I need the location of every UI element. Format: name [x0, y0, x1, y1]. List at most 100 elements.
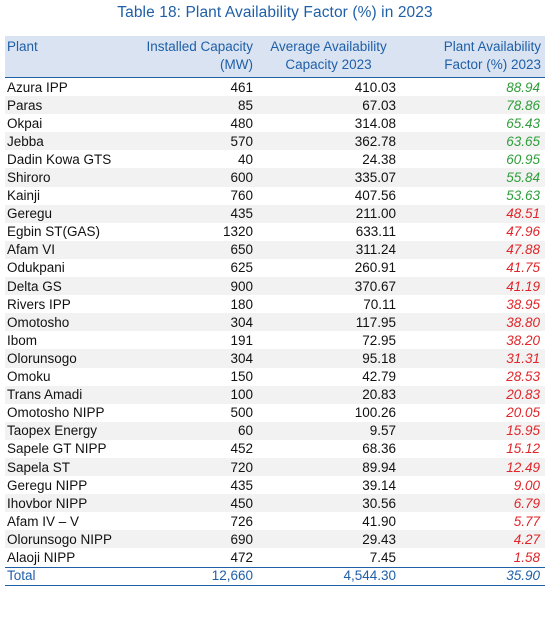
cell-average-availability: 7.45: [257, 548, 400, 568]
total-average-availability: 4,544.30: [257, 566, 400, 586]
cell-plant: Afam IV – V: [5, 512, 137, 531]
cell-installed-capacity: 60: [137, 421, 257, 440]
cell-installed-capacity: 150: [137, 367, 257, 386]
cell-installed-capacity: 480: [137, 114, 257, 133]
cell-availability-factor: 55.84: [400, 168, 545, 187]
cell-installed-capacity: 85: [137, 96, 257, 115]
cell-average-availability: 42.79: [257, 367, 400, 386]
table-row: Azura IPP 461 410.03 88.94: [5, 77, 545, 97]
cell-installed-capacity: 570: [137, 132, 257, 151]
cell-average-availability: 24.38: [257, 150, 400, 169]
header-row: Plant Installed Capacity (MW) Average Av…: [5, 36, 545, 78]
cell-plant: Dadin Kowa GTS: [5, 150, 137, 169]
table-row: Delta GS 900 370.67 41.19: [5, 277, 545, 296]
table-header: Plant Installed Capacity (MW) Average Av…: [5, 36, 545, 78]
cell-plant: Delta GS: [5, 277, 137, 296]
cell-average-availability: 29.43: [257, 530, 400, 549]
cell-availability-factor: 12.49: [400, 457, 545, 477]
cell-plant: Rivers IPP: [5, 295, 137, 314]
cell-availability-factor: 63.65: [400, 132, 545, 151]
cell-average-availability: 311.24: [257, 240, 400, 259]
cell-installed-capacity: 690: [137, 530, 257, 549]
cell-installed-capacity: 500: [137, 403, 257, 422]
cell-installed-capacity: 304: [137, 349, 257, 368]
table-row: Shiroro 600 335.07 55.84: [5, 168, 545, 187]
table-row: Afam VI 650 311.24 47.88: [5, 240, 545, 259]
table-row: Egbin ST(GAS) 1320 633.11 47.96: [5, 222, 545, 241]
cell-average-availability: 30.56: [257, 494, 400, 513]
header-plant: Plant: [5, 36, 137, 78]
table-row: Dadin Kowa GTS 40 24.38 60.95: [5, 150, 545, 169]
table-row: Omotosho 304 117.95 38.80: [5, 313, 545, 332]
cell-average-availability: 260.91: [257, 258, 400, 278]
table-row: Jebba 570 362.78 63.65: [5, 132, 545, 151]
total-row: Total 12,660 4,544.30 35.90: [5, 566, 545, 586]
cell-plant: Taopex Energy: [5, 421, 137, 440]
header-availability-factor: Plant Availability Factor (%) 2023: [400, 36, 545, 78]
availability-table-container: Plant Installed Capacity (MW) Average Av…: [5, 36, 545, 586]
cell-availability-factor: 41.75: [400, 258, 545, 278]
cell-installed-capacity: 650: [137, 240, 257, 259]
cell-installed-capacity: 180: [137, 295, 257, 314]
cell-plant: Alaoji NIPP: [5, 548, 137, 568]
table-footer: Total 12,660 4,544.30 35.90: [5, 566, 545, 586]
cell-plant: Paras: [5, 96, 137, 115]
table-row: Ibom 191 72.95 38.20: [5, 331, 545, 350]
cell-installed-capacity: 600: [137, 168, 257, 187]
table-row: Paras 85 67.03 78.86: [5, 96, 545, 115]
cell-plant: Shiroro: [5, 168, 137, 187]
table-row: Omotosho NIPP 500 100.26 20.05: [5, 403, 545, 422]
total-installed-capacity: 12,660: [137, 566, 257, 586]
cell-installed-capacity: 726: [137, 512, 257, 531]
table-row: Sapele GT NIPP 452 68.36 15.12: [5, 439, 545, 458]
cell-availability-factor: 60.95: [400, 150, 545, 169]
table-title: Table 18: Plant Availability Factor (%) …: [117, 4, 433, 21]
cell-plant: Omotosho NIPP: [5, 403, 137, 422]
table-row: Sapela ST 720 89.94 12.49: [5, 457, 545, 477]
cell-availability-factor: 28.53: [400, 367, 545, 386]
cell-average-availability: 20.83: [257, 385, 400, 404]
table-row: Okpai 480 314.08 65.43: [5, 114, 545, 133]
cell-average-availability: 39.14: [257, 476, 400, 495]
cell-plant: Sapele GT NIPP: [5, 439, 137, 458]
cell-availability-factor: 9.00: [400, 476, 545, 495]
cell-plant: Omotosho: [5, 313, 137, 332]
cell-plant: Azura IPP: [5, 77, 137, 97]
cell-plant: Sapela ST: [5, 457, 137, 477]
cell-plant: Afam VI: [5, 240, 137, 259]
cell-average-availability: 410.03: [257, 77, 400, 97]
cell-installed-capacity: 100: [137, 385, 257, 404]
table-row: Odukpani 625 260.91 41.75: [5, 258, 545, 278]
cell-plant: Geregu NIPP: [5, 476, 137, 495]
cell-plant: Olorunsogo: [5, 349, 137, 368]
cell-installed-capacity: 900: [137, 277, 257, 296]
cell-availability-factor: 20.05: [400, 403, 545, 422]
cell-availability-factor: 5.77: [400, 512, 545, 531]
cell-plant: Olorunsogo NIPP: [5, 530, 137, 549]
cell-plant: Ibom: [5, 331, 137, 350]
cell-average-availability: 633.11: [257, 222, 400, 241]
cell-average-availability: 9.57: [257, 421, 400, 440]
table-row: Ihovbor NIPP 450 30.56 6.79: [5, 494, 545, 513]
cell-installed-capacity: 472: [137, 548, 257, 568]
cell-average-availability: 68.36: [257, 439, 400, 458]
table-row: Omoku 150 42.79 28.53: [5, 367, 545, 386]
table-row: Geregu 435 211.00 48.51: [5, 204, 545, 223]
cell-availability-factor: 88.94: [400, 77, 545, 97]
table-row: Kainji 760 407.56 53.63: [5, 186, 545, 205]
cell-availability-factor: 20.83: [400, 385, 545, 404]
cell-installed-capacity: 435: [137, 204, 257, 223]
cell-plant: Omoku: [5, 367, 137, 386]
table-row: Olorunsogo NIPP 690 29.43 4.27: [5, 530, 545, 549]
total-label: Total: [5, 566, 137, 586]
table-row: Rivers IPP 180 70.11 38.95: [5, 295, 545, 314]
table-row: Olorunsogo 304 95.18 31.31: [5, 349, 545, 368]
cell-availability-factor: 6.79: [400, 494, 545, 513]
cell-availability-factor: 1.58: [400, 548, 545, 568]
cell-availability-factor: 47.96: [400, 222, 545, 241]
table-row: Taopex Energy 60 9.57 15.95: [5, 421, 545, 440]
cell-installed-capacity: 1320: [137, 222, 257, 241]
cell-average-availability: 72.95: [257, 331, 400, 350]
cell-installed-capacity: 40: [137, 150, 257, 169]
cell-installed-capacity: 452: [137, 439, 257, 458]
